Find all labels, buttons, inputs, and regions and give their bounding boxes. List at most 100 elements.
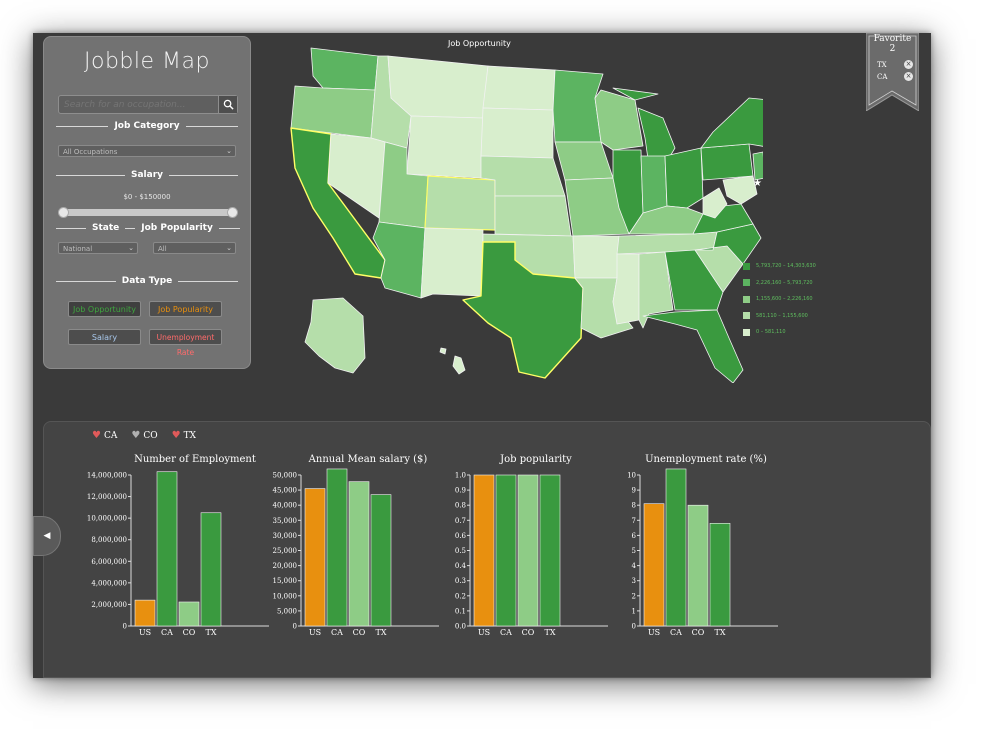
bar-co: [517, 474, 539, 627]
x-tick-label: US: [478, 628, 490, 637]
chevron-down-icon: ⌄: [128, 244, 134, 252]
y-tick-label: 14,000,000: [87, 472, 127, 480]
chart-title: Annual Mean salary ($): [308, 454, 428, 465]
search-button[interactable]: [218, 96, 237, 113]
legend-item: 2,226,160 – 5,793,720: [743, 275, 816, 292]
x-tick-label: CA: [500, 628, 512, 637]
bar-us: [134, 599, 156, 627]
state-hi-2: [439, 347, 447, 355]
chevron-left-icon: ◀: [43, 531, 51, 541]
favorite-item[interactable]: CA ×: [877, 72, 913, 81]
bar-us: [473, 474, 495, 627]
y-tick-label: 10,000: [273, 592, 298, 600]
y-tick-label: 10: [627, 472, 636, 480]
y-tick-label: 0: [123, 623, 127, 631]
y-tick-label: 0.4: [455, 562, 467, 570]
app-window: Jobble Map Job Category All Occupations …: [33, 33, 931, 678]
y-tick-label: 5,000: [277, 607, 297, 615]
data-type-heading: Data Type: [56, 276, 239, 286]
state-select[interactable]: National ⌄: [58, 242, 138, 254]
bar-tx: [539, 474, 561, 627]
y-tick-label: 25,000: [273, 547, 298, 555]
map-legend: 5,793,720 – 14,303,630 2,226,160 – 5,793…: [743, 258, 816, 341]
x-tick-label: TX: [544, 628, 555, 637]
state-mi-upper: [612, 87, 659, 101]
unemployment-rate-button[interactable]: Unemployment Rate: [149, 329, 222, 357]
y-tick-label: 6,000,000: [91, 558, 127, 566]
y-tick-label: 3: [632, 577, 636, 585]
bar-co: [178, 601, 200, 627]
state-ny: [700, 97, 763, 149]
chart-title: Unemployment rate (%): [645, 454, 767, 465]
job-category-select[interactable]: All Occupations ⌄: [58, 145, 236, 157]
salary-max-handle[interactable]: [227, 207, 238, 218]
y-tick-label: 0.5: [455, 547, 466, 555]
bar-ca: [326, 468, 348, 627]
job-popularity-button[interactable]: Job Popularity: [149, 301, 222, 317]
compare-legend-item[interactable]: ♥ CO: [131, 430, 158, 442]
y-tick-label: 7: [632, 517, 636, 525]
job-popularity-label: Job Popularity: [141, 223, 213, 233]
compare-legend-item[interactable]: ♥ TX: [171, 430, 196, 442]
x-tick-label: CO: [522, 628, 535, 637]
us-map[interactable]: ★: [283, 38, 763, 383]
y-tick-label: 10,000,000: [87, 515, 127, 523]
y-tick-label: 12,000,000: [87, 493, 127, 501]
y-tick-label: 4,000,000: [91, 579, 127, 587]
state-label: State: [92, 223, 120, 233]
bar-ca: [495, 474, 517, 627]
compare-legend: ♥ CA ♥ CO ♥ TX: [92, 430, 196, 442]
favorite-ribbon[interactable]: Favorite 2 TX × CA ×: [866, 33, 919, 111]
chart-title: Job popularity: [499, 454, 572, 465]
bookmark-ribbon-icon: [866, 33, 919, 111]
bar-tx: [709, 523, 731, 627]
salary-range-text: $0 - $150000: [123, 193, 171, 201]
x-tick-label: TX: [714, 628, 725, 637]
job-category-heading: Job Category: [56, 121, 238, 131]
state-nj: [752, 151, 763, 181]
x-tick-label: CA: [670, 628, 682, 637]
collapse-toggle[interactable]: ◀: [33, 516, 61, 556]
salary-button[interactable]: Salary: [68, 329, 141, 345]
compare-legend-item[interactable]: ♥ CA: [92, 430, 118, 442]
remove-icon[interactable]: ×: [904, 60, 913, 69]
search-input[interactable]: [59, 96, 218, 113]
bar-us: [304, 488, 326, 627]
y-tick-label: 30,000: [273, 532, 298, 540]
bar-tx: [370, 494, 392, 627]
y-tick-label: 0.8: [455, 502, 466, 510]
y-tick-label: 40,000: [273, 502, 298, 510]
remove-icon[interactable]: ×: [904, 72, 913, 81]
favorite-count: 2: [889, 44, 896, 54]
legend-item: 581,110 – 1,155,600: [743, 308, 816, 325]
chevron-down-icon: ⌄: [226, 147, 232, 155]
state-ak: [304, 297, 366, 374]
y-tick-label: 0: [632, 623, 636, 631]
y-tick-label: 9: [632, 487, 636, 495]
salary-heading: Salary: [56, 170, 238, 180]
state-popularity-heading: State Job Popularity: [56, 223, 240, 233]
y-tick-label: 0.0: [455, 623, 466, 631]
y-tick-label: 45,000: [273, 487, 298, 495]
y-tick-label: 2: [632, 592, 636, 600]
popularity-value: All: [158, 245, 167, 253]
dc-star-icon: ★: [753, 178, 762, 189]
y-tick-label: 0.6: [455, 532, 467, 540]
y-tick-label: 6: [632, 532, 637, 540]
y-tick-label: 15,000: [273, 577, 298, 585]
popularity-select[interactable]: All ⌄: [153, 242, 236, 254]
salary-min-handle[interactable]: [58, 207, 69, 218]
salary-slider[interactable]: [58, 207, 238, 218]
legend-item: 0 – 581,110: [743, 324, 816, 341]
job-opportunity-button[interactable]: Job Opportunity: [68, 301, 141, 317]
map-title: Job Opportunity: [448, 39, 511, 48]
y-tick-label: 2,000,000: [91, 601, 127, 609]
x-tick-label: US: [309, 628, 321, 637]
favorite-title: Favorite 2: [866, 34, 919, 54]
x-tick-label: US: [139, 628, 151, 637]
y-tick-label: 0.9: [455, 487, 466, 495]
x-tick-label: TX: [375, 628, 386, 637]
y-tick-label: 0.7: [455, 517, 466, 525]
heart-icon: ♥: [171, 430, 181, 441]
favorite-item[interactable]: TX ×: [877, 60, 913, 69]
